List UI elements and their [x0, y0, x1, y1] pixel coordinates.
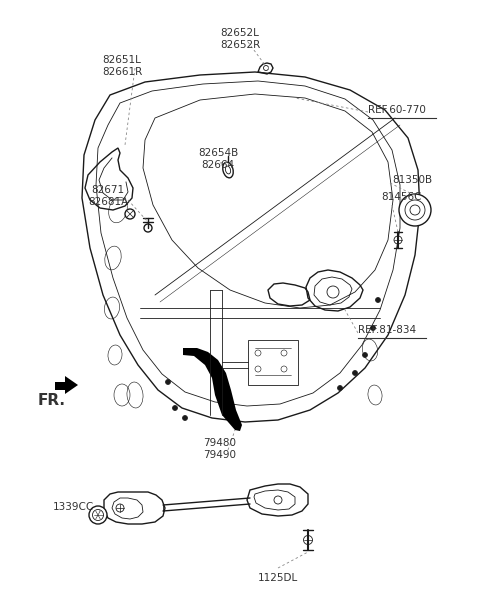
- Circle shape: [371, 326, 375, 331]
- Circle shape: [125, 209, 135, 219]
- Circle shape: [255, 366, 261, 372]
- Circle shape: [281, 366, 287, 372]
- Circle shape: [303, 535, 312, 544]
- Text: 82652L
82652R: 82652L 82652R: [220, 28, 260, 50]
- Text: 82651L
82661R: 82651L 82661R: [102, 55, 142, 78]
- Circle shape: [281, 350, 287, 356]
- Ellipse shape: [223, 162, 233, 178]
- Text: 82654B
82664: 82654B 82664: [198, 148, 238, 170]
- Circle shape: [405, 200, 425, 220]
- Circle shape: [264, 65, 268, 70]
- Circle shape: [274, 496, 282, 504]
- Circle shape: [352, 370, 358, 376]
- Circle shape: [399, 194, 431, 226]
- Circle shape: [410, 205, 420, 215]
- Circle shape: [255, 350, 261, 356]
- Text: 82671
82681A: 82671 82681A: [88, 185, 128, 207]
- Circle shape: [182, 415, 188, 420]
- Circle shape: [337, 386, 343, 390]
- Ellipse shape: [226, 166, 230, 174]
- Circle shape: [362, 353, 368, 357]
- Circle shape: [327, 286, 339, 298]
- Text: 81350B: 81350B: [392, 175, 432, 185]
- Circle shape: [172, 406, 178, 411]
- Text: REF.60-770: REF.60-770: [368, 105, 426, 115]
- Circle shape: [394, 236, 402, 244]
- Circle shape: [116, 504, 124, 512]
- Text: 79480
79490: 79480 79490: [204, 438, 237, 461]
- Circle shape: [375, 298, 381, 302]
- Circle shape: [89, 506, 107, 524]
- Text: 1125DL: 1125DL: [258, 573, 298, 583]
- Text: FR.: FR.: [38, 393, 66, 408]
- Circle shape: [166, 379, 170, 384]
- Circle shape: [93, 510, 104, 521]
- Polygon shape: [183, 348, 242, 431]
- Polygon shape: [55, 376, 78, 394]
- Text: REF.81-834: REF.81-834: [358, 325, 416, 335]
- Text: 81456C: 81456C: [381, 192, 421, 202]
- Text: 1339CC: 1339CC: [52, 502, 94, 512]
- Circle shape: [144, 224, 152, 232]
